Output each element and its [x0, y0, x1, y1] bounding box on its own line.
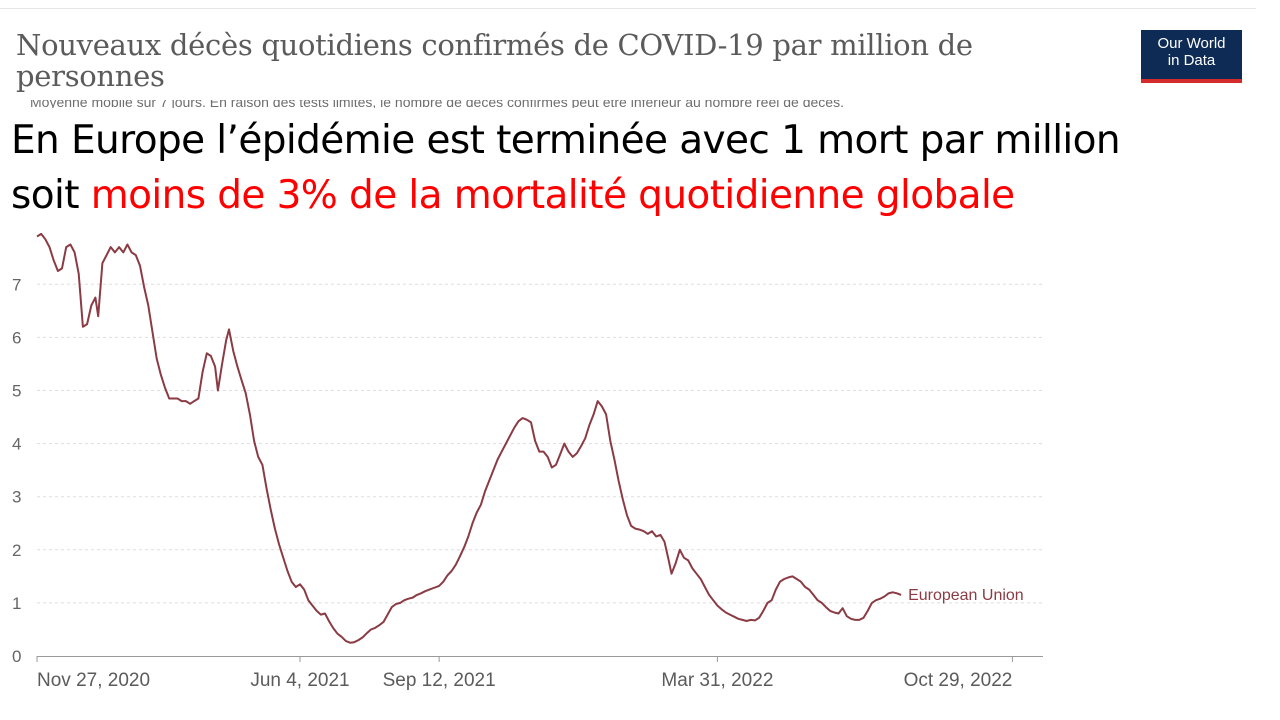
annotation-line-2-prefix: soit [11, 173, 91, 218]
annotation-overlay: En Europe l’épidémie est terminée avec 1… [11, 113, 1276, 223]
series-label-european-union[interactable]: European Union [908, 587, 1024, 604]
chart-subtitle-clipped: Moyenne mobile sur 7 jours. En raison de… [30, 100, 1230, 108]
x-tick-label: Nov 27, 2020 [37, 670, 150, 691]
x-tick-label: Sep 12, 2021 [383, 670, 496, 691]
y-tick-label-5: 5 [12, 382, 21, 401]
y-tick-label-0: 0 [12, 647, 21, 666]
y-tick-label-2: 2 [12, 541, 21, 560]
y-axis-ticks: 0 1 2 3 4 5 6 7 [12, 275, 21, 666]
x-tick-label: Jun 4, 2021 [250, 670, 349, 691]
y-tick-label-3: 3 [12, 488, 21, 507]
chart-subtitle: Moyenne mobile sur 7 jours. En raison de… [30, 100, 844, 108]
owid-logo[interactable]: Our World in Data [1141, 30, 1242, 83]
gridlines [37, 283, 1043, 604]
series-group: European Union [36, 232, 1024, 644]
logo-line-1: Our World [1157, 35, 1226, 52]
annotation-line-2: soit moins de 3% de la mortalité quotidi… [11, 168, 1276, 223]
x-axis: Nov 27, 2020 Jun 4, 2021 Sep 12, 2021 Mar 3… [36, 656, 1043, 691]
series-line-european-union[interactable] [36, 232, 902, 644]
x-tick-label: Mar 31, 2022 [661, 670, 773, 691]
chart-title: Nouveaux décès quotidiens confirmés de C… [16, 28, 973, 93]
annotation-highlight: moins de 3% de la mortalité quotidienne … [90, 173, 1015, 218]
x-tick-label: Oct 29, 2022 [904, 670, 1013, 691]
y-tick-label-4: 4 [12, 435, 21, 454]
annotation-line-1: En Europe l’épidémie est terminée avec 1… [11, 118, 1121, 163]
y-tick-label-1: 1 [12, 594, 21, 613]
y-tick-label-7: 7 [12, 275, 21, 294]
top-divider [0, 8, 1256, 9]
y-tick-label-6: 6 [12, 328, 21, 347]
logo-line-2: in Data [1167, 52, 1216, 69]
